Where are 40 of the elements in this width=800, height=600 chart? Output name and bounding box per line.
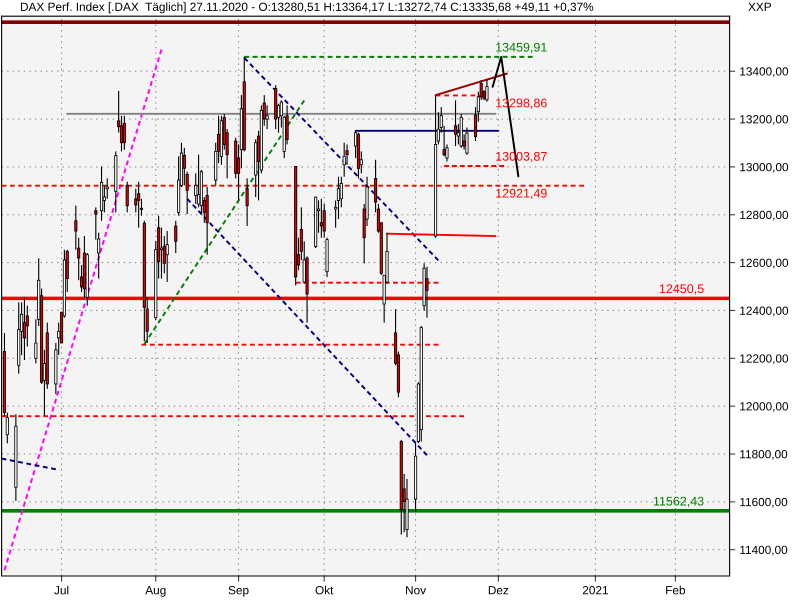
candlestick: [465, 126, 469, 156]
text: XXP: [748, 2, 771, 11]
x-tick-label: Sep: [228, 586, 249, 597]
candlestick: [246, 178, 249, 227]
candlestick: [166, 230, 169, 283]
y-tick-label: 12000,00: [740, 402, 788, 412]
x-tick-label: Nov: [406, 586, 426, 594]
x-tick-label: Feb: [666, 586, 686, 594]
x-tick-label: Okt: [316, 586, 334, 594]
chart-title: DAX Perf. Index [.DAX Täglich] 27.11.2020 - O:13280,51 H:13364,17 L:13272,74 C:13335,68 +49,11 +0,37%: [20, 2, 594, 14]
y-tick-label: 12600,00: [740, 258, 788, 268]
x-tick-label: 2021: [582, 586, 608, 594]
y-tick-label: 11800,00: [740, 450, 788, 460]
y-tick-label: 12800,00: [740, 210, 788, 221]
y-tick-label: 13400,00: [740, 67, 788, 78]
candlestick: [485, 79, 488, 102]
y-tick-label: 13000,00: [740, 162, 788, 173]
x-tick-label: Aug: [145, 586, 166, 597]
y-tick-label: 11400,00: [740, 546, 788, 556]
candlestick: [122, 115, 126, 150]
candlestick: [174, 220, 178, 254]
x-tick-label: Dez: [488, 586, 508, 594]
y-tick-label: 13200,00: [740, 115, 788, 125]
candlestick: [197, 154, 200, 208]
annotation: 12921,49: [496, 188, 547, 200]
candlestick: [160, 227, 164, 280]
candlestick: [454, 100, 458, 147]
ref-line-label: 11562,43: [654, 496, 704, 508]
y-tick-label: 12400,00: [740, 306, 788, 316]
candlestick: [342, 142, 346, 178]
candlestick: [126, 181, 129, 213]
y-tick-label: 12200,00: [740, 354, 788, 364]
candlestick: [137, 181, 140, 228]
ref-line-label: 12450,5: [660, 284, 704, 295]
y-tick-label: 11600,00: [740, 498, 788, 508]
x-tick-label: Jul: [54, 586, 68, 594]
candlestick: [320, 198, 323, 238]
candlestick: [425, 266, 429, 318]
candlestick: [22, 296, 26, 361]
annotation: 13459,91: [496, 42, 547, 54]
